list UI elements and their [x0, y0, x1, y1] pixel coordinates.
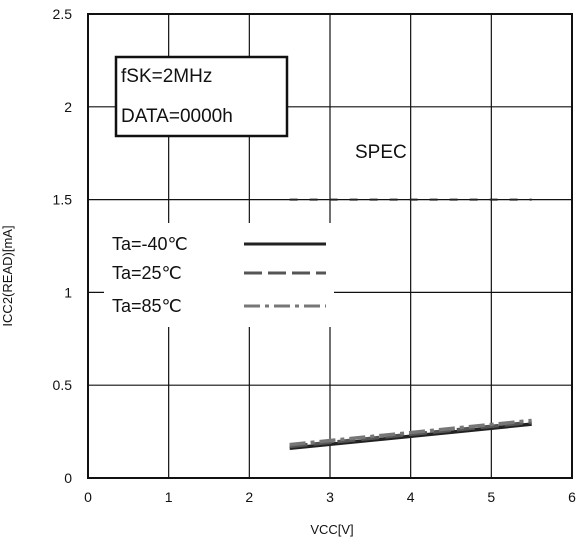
x-tick-label: 3: [326, 489, 334, 505]
legend-label: Ta=25℃: [112, 263, 182, 283]
y-tick-labels: 0 0.5 1 1.5 2 2.5: [53, 6, 73, 486]
plot-frame: [87, 13, 573, 479]
legend-background: [104, 223, 334, 327]
plot-border: [87, 13, 573, 479]
series-line-0: [289, 422, 532, 451]
x-tick-label: 4: [407, 489, 415, 505]
y-tick-label: 2: [64, 99, 72, 115]
legend-label: Ta=85℃: [112, 296, 182, 316]
series-line-2: [289, 418, 532, 447]
x-tick-labels: 0 1 2 3 4 5 6: [84, 489, 576, 505]
annotation-line-1: fSK=2MHz: [121, 66, 212, 87]
series-line-1: [289, 420, 532, 449]
legend-label: Ta=-40℃: [112, 234, 188, 254]
y-tick-label: 2.5: [53, 6, 73, 22]
y-tick-label: 0.5: [53, 377, 73, 393]
annotation-box: fSK=2MHz DATA=0000h: [114, 55, 289, 138]
x-tick-label: 2: [245, 489, 253, 505]
x-tick-label: 0: [84, 489, 92, 505]
annotation-box-frame: [114, 55, 289, 138]
x-tick-label: 6: [568, 489, 576, 505]
spec-label: SPEC: [355, 142, 407, 163]
x-axis-label: VCC[V]: [310, 522, 353, 537]
x-tick-label: 1: [165, 489, 173, 505]
y-tick-label: 1.5: [53, 192, 73, 208]
annotation-line-2: DATA=0000h: [121, 106, 233, 127]
series-group: [289, 418, 532, 451]
y-axis-label: ICC2(READ)[mA]: [0, 225, 15, 326]
y-tick-label: 1: [64, 284, 72, 300]
x-tick-label: 5: [487, 489, 495, 505]
y-tick-label: 0: [64, 470, 72, 486]
legend: Ta=-40℃ Ta=25℃ Ta=85℃: [104, 223, 334, 327]
